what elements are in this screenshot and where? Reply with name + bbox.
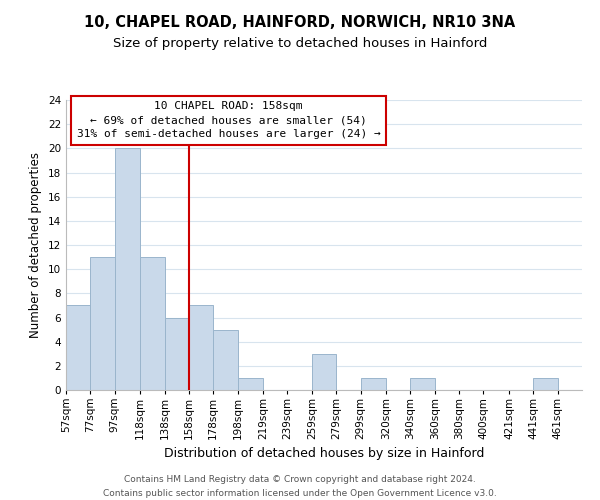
X-axis label: Distribution of detached houses by size in Hainford: Distribution of detached houses by size … — [164, 448, 484, 460]
Text: Size of property relative to detached houses in Hainford: Size of property relative to detached ho… — [113, 38, 487, 51]
Bar — [238, 378, 263, 390]
Bar — [213, 330, 238, 390]
Bar — [410, 378, 435, 390]
Bar — [115, 148, 140, 390]
Bar — [66, 306, 91, 390]
Bar — [533, 378, 557, 390]
Text: 10 CHAPEL ROAD: 158sqm
← 69% of detached houses are smaller (54)
31% of semi-det: 10 CHAPEL ROAD: 158sqm ← 69% of detached… — [77, 102, 380, 140]
Bar — [91, 257, 115, 390]
Bar — [312, 354, 336, 390]
Bar — [189, 306, 213, 390]
Text: 10, CHAPEL ROAD, HAINFORD, NORWICH, NR10 3NA: 10, CHAPEL ROAD, HAINFORD, NORWICH, NR10… — [85, 15, 515, 30]
Bar — [164, 318, 189, 390]
Bar — [140, 257, 164, 390]
Y-axis label: Number of detached properties: Number of detached properties — [29, 152, 43, 338]
Bar — [361, 378, 386, 390]
Text: Contains HM Land Registry data © Crown copyright and database right 2024.
Contai: Contains HM Land Registry data © Crown c… — [103, 476, 497, 498]
